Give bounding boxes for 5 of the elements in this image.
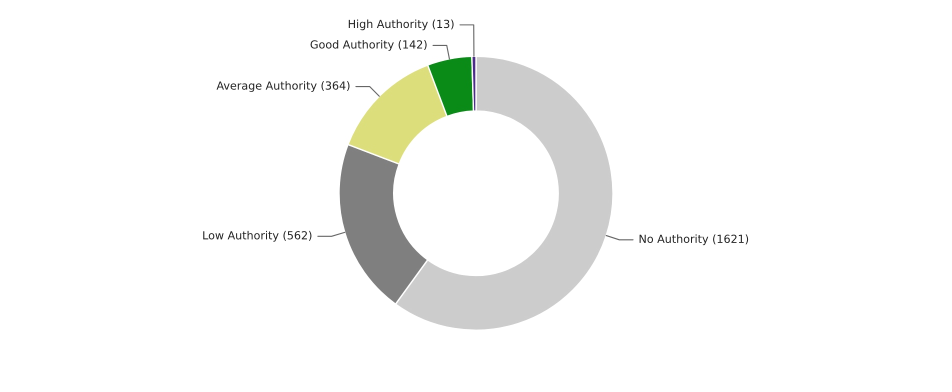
slice-label: No Authority (1621) [640, 234, 748, 246]
slice-label: Low Authority (562) [203, 230, 312, 242]
slice-label: High Authority (13) [348, 20, 454, 30]
slice-label: Good Authority (142) [310, 40, 427, 51]
slice-label: Average Authority (364) [216, 81, 350, 92]
